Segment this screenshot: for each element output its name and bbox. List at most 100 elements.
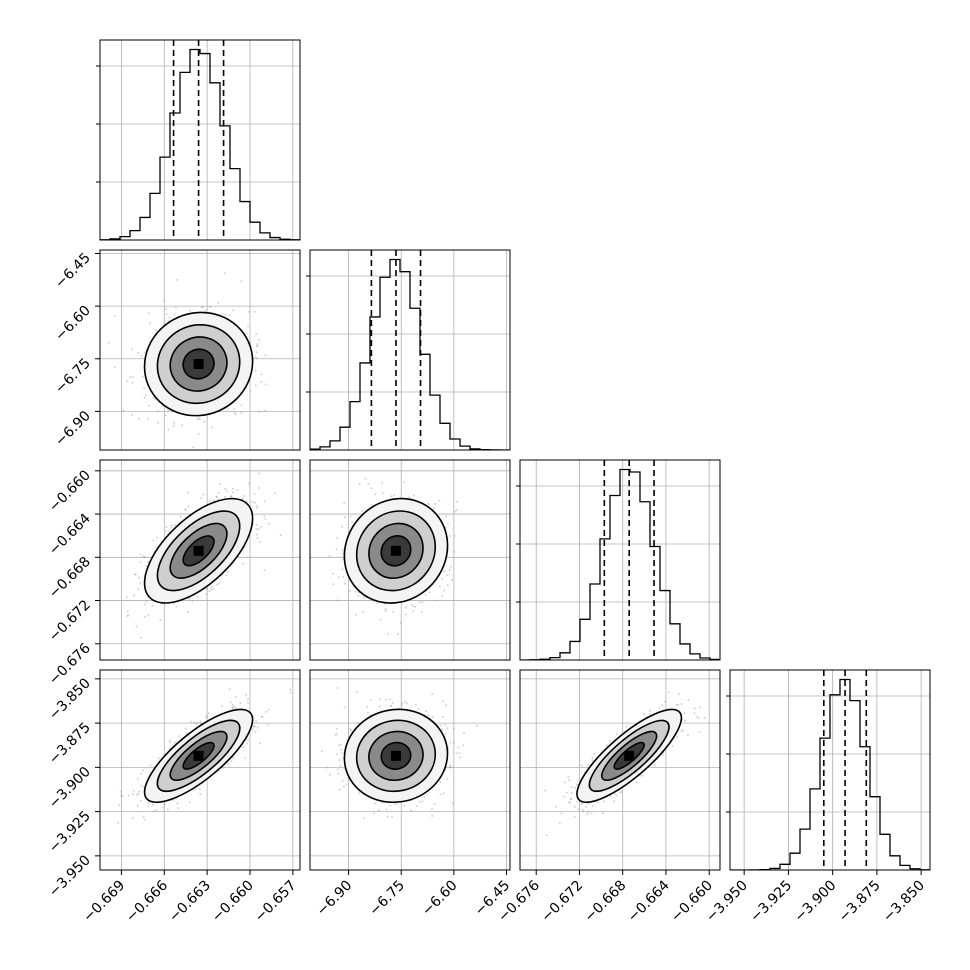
scatter-point: [229, 701, 232, 704]
scatter-point: [210, 588, 213, 591]
scatter-point: [450, 565, 453, 568]
scatter-point: [130, 413, 133, 416]
scatter-point: [120, 794, 123, 797]
scatter-point: [210, 426, 213, 429]
panel-frame: [309, 669, 511, 871]
scatter-point: [362, 611, 365, 614]
scatter-point: [425, 710, 428, 713]
scatter-point: [385, 698, 388, 701]
scatter-point: [458, 752, 461, 755]
x-tick-label: −6.60: [419, 878, 461, 920]
scatter-point: [401, 702, 404, 705]
scatter-point: [379, 618, 382, 621]
scatter-point: [574, 805, 576, 808]
scatter-point: [386, 815, 389, 818]
density-peak: [390, 750, 401, 761]
scatter-point: [620, 790, 623, 793]
scatter-point: [170, 524, 173, 527]
scatter-point: [350, 729, 352, 732]
scatter-point: [274, 492, 277, 494]
scatter-point: [126, 610, 129, 613]
scatter-point: [332, 572, 335, 575]
scatter-point: [346, 783, 348, 786]
scatter-point: [349, 515, 352, 518]
panel-bg: [100, 40, 300, 240]
scatter-point: [328, 555, 331, 557]
scatter-point: [215, 495, 218, 498]
scatter-point: [223, 272, 226, 275]
scatter-point: [253, 725, 256, 728]
scatter-point: [251, 500, 254, 503]
y-tick-label: −0.660: [46, 467, 94, 515]
scatter-point: [446, 522, 449, 525]
scatter-point: [133, 594, 135, 597]
scatter-point: [200, 305, 203, 308]
scatter-point: [199, 720, 202, 723]
scatter-point: [439, 793, 442, 796]
scatter-point: [255, 720, 258, 723]
scatter-point: [217, 491, 220, 494]
scatter-point: [113, 366, 116, 369]
scatter-point: [254, 730, 257, 733]
scatter-point: [424, 594, 427, 596]
scatter-point: [240, 404, 243, 407]
scatter-point: [167, 428, 170, 431]
scatter-point: [336, 599, 339, 602]
scatter-point: [151, 605, 154, 607]
scatter-point: [143, 615, 146, 618]
scatter-point: [139, 582, 142, 585]
x-tick-label: −0.660: [209, 878, 257, 926]
scatter-point: [176, 802, 179, 805]
scatter-point: [449, 765, 452, 768]
scatter-point: [198, 418, 201, 420]
scatter-point: [134, 573, 137, 576]
scatter-point: [449, 766, 452, 769]
scatter-point: [423, 796, 426, 798]
scatter-point: [169, 739, 172, 742]
scatter-point: [687, 734, 689, 736]
scatter-point: [427, 714, 430, 717]
scatter-point: [264, 354, 267, 357]
scatter-point: [144, 351, 147, 354]
scatter-point: [441, 595, 444, 598]
scatter-point: [229, 495, 232, 498]
scatter-point: [264, 518, 267, 520]
scatter-point: [212, 588, 215, 591]
scatter-point: [341, 751, 344, 754]
scatter-point: [453, 550, 455, 553]
scatter-point: [648, 713, 651, 716]
scatter-point: [231, 703, 234, 706]
panel-3-1: −6.90 −6.75 −6.60 −6.45: [309, 669, 513, 920]
scatter-point: [446, 777, 449, 780]
scatter-point: [455, 500, 458, 503]
scatter-point: [158, 757, 160, 760]
scatter-point: [141, 769, 144, 772]
scatter-point: [373, 812, 376, 815]
scatter-point: [119, 790, 122, 793]
scatter-point: [476, 724, 479, 727]
scatter-point: [139, 561, 142, 564]
scatter-point: [130, 348, 133, 350]
scatter-point: [399, 622, 402, 624]
scatter-point: [137, 588, 140, 591]
scatter-point: [370, 503, 373, 506]
scatter-point: [570, 786, 573, 788]
scatter-point: [225, 489, 228, 492]
scatter-point: [449, 741, 452, 744]
scatter-point: [403, 481, 405, 484]
scatter-point: [232, 756, 234, 759]
scatter-point: [410, 603, 413, 606]
scatter-point: [326, 766, 329, 769]
scatter-point: [231, 706, 234, 709]
scatter-point: [384, 608, 387, 611]
scatter-point: [408, 496, 411, 499]
scatter-point: [224, 313, 227, 316]
scatter-point: [165, 308, 167, 310]
scatter-point: [175, 605, 178, 608]
scatter-point: [205, 714, 208, 717]
scatter-point: [428, 591, 431, 594]
scatter-point: [149, 764, 152, 767]
scatter-point: [196, 595, 199, 598]
scatter-point: [148, 404, 151, 407]
scatter-point: [168, 741, 171, 744]
